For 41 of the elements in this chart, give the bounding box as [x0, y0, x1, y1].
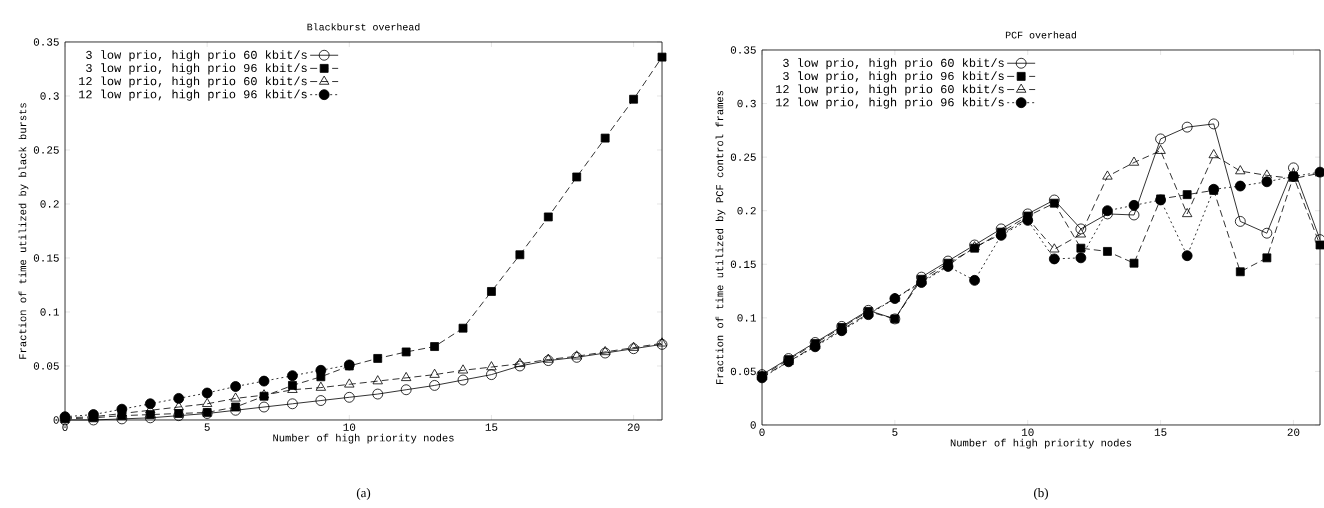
y-tick-label: 0.05 [730, 367, 756, 376]
y-tick-label: 0.3 [40, 92, 59, 100]
y-tick-label: 0.2 [737, 206, 756, 215]
legend-label: 3 low prio, high prio 96 kbit/s [783, 71, 1004, 83]
y-tick-label: 0.35 [730, 46, 756, 54]
x-tick-label: 10 [343, 423, 356, 431]
y-tick-label: 0.3 [737, 99, 756, 108]
x-tick-label: 5 [204, 423, 210, 431]
legend-label: 12 low prio, high prio 96 kbit/s [776, 97, 1004, 109]
x-axis-title: Number of high priority nodes [950, 438, 1132, 449]
y-tick-label: 0 [53, 416, 59, 424]
chart-title: Blackburst overhead [307, 23, 420, 31]
y-axis-title: Fraction of time utilized by PCF control frames [715, 90, 726, 385]
x-tick-label: 10 [1021, 428, 1034, 436]
x-tick-label: 15 [1154, 428, 1167, 436]
legend-label: 3 low prio, high prio 60 kbit/s [86, 50, 307, 62]
y-tick-label: 0.05 [33, 362, 59, 370]
x-tick-label: 20 [627, 423, 640, 431]
y-tick-label: 0.35 [33, 38, 59, 46]
x-tick-label: 5 [892, 428, 898, 436]
x-tick-label: 0 [759, 428, 765, 436]
x-tick-label: 0 [62, 423, 68, 431]
y-tick-label: 0.1 [40, 308, 59, 316]
legend-label: 3 low prio, high prio 60 kbit/s [783, 58, 1004, 70]
x-axis-title: Number of high priority nodes [273, 433, 454, 444]
y-tick-label: 0.15 [730, 260, 756, 268]
y-tick-label: 0.1 [737, 314, 756, 322]
y-tick-label: 0.2 [40, 200, 59, 208]
text: (b) [1034, 488, 1048, 500]
x-tick-label: 20 [1287, 428, 1300, 436]
text: (a) [356, 488, 371, 500]
y-axis-title: Fraction of time utilized by black bursts [18, 103, 29, 359]
legend-label: 12 low prio, high prio 96 kbit/s [79, 89, 307, 101]
y-tick-label: 0.15 [33, 254, 59, 262]
legend-label: 12 low prio, high prio 60 kbit/s [776, 84, 1004, 96]
y-tick-label: 0.25 [33, 146, 59, 154]
legend-label: 3 low prio, high prio 96 kbit/s [86, 63, 307, 75]
chart-title: PCF overhead [1005, 31, 1077, 39]
x-tick-label: 15 [485, 423, 498, 431]
y-tick-label: 0.25 [730, 153, 756, 161]
legend-label: 12 low prio, high prio 60 kbit/s [79, 76, 307, 88]
